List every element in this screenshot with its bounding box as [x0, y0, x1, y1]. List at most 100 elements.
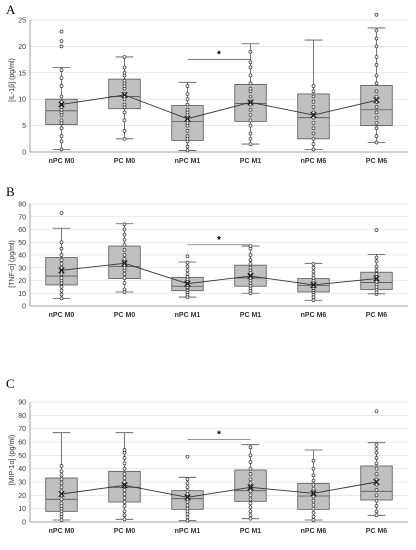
data-point	[185, 264, 190, 269]
significance-star: *	[217, 429, 221, 440]
data-point	[248, 516, 253, 521]
data-point	[248, 497, 253, 502]
data-point	[122, 488, 127, 492]
data-point	[374, 28, 379, 33]
box-pc-m6	[360, 409, 393, 518]
x-tick-label: nPC M0	[49, 528, 75, 535]
data-point	[248, 94, 253, 99]
data-point	[248, 65, 253, 70]
y-tick-label: 60	[18, 440, 26, 447]
data-point	[311, 105, 316, 109]
data-point	[59, 147, 64, 152]
data-point	[248, 142, 253, 146]
data-point	[248, 472, 253, 476]
data-point	[59, 481, 64, 486]
data-point	[59, 518, 64, 522]
x-tick-label: PC M6	[366, 312, 388, 319]
y-tick-label: 10	[18, 291, 26, 298]
data-point	[122, 272, 127, 276]
data-point	[185, 481, 190, 486]
data-point	[374, 134, 379, 139]
data-point	[311, 482, 316, 487]
data-point	[122, 492, 127, 496]
data-point	[59, 489, 64, 494]
data-point	[185, 107, 190, 112]
data-point	[59, 258, 64, 262]
data-point	[311, 269, 316, 274]
data-point	[374, 12, 379, 17]
data-point	[311, 510, 316, 515]
data-point	[185, 148, 190, 153]
y-axis-label-a: [IL-1β] (pg/ml)	[9, 58, 16, 102]
data-point	[185, 260, 190, 265]
data-point	[311, 473, 316, 478]
data-point	[374, 477, 379, 482]
y-tick-label: 80	[18, 413, 26, 420]
data-point	[248, 477, 253, 482]
data-point	[311, 126, 316, 131]
x-tick-label: nPC M6	[301, 158, 327, 165]
data-point	[374, 110, 379, 115]
x-tick-label: nPC M0	[49, 158, 75, 165]
data-point	[311, 89, 316, 94]
data-point	[374, 89, 379, 94]
data-point	[248, 136, 253, 141]
x-tick-label: PC M1	[240, 312, 262, 319]
x-tick-label: PC M0	[114, 158, 136, 165]
box-pc-m0	[108, 432, 141, 522]
data-point	[59, 94, 64, 99]
data-point	[374, 44, 379, 49]
data-point	[248, 505, 253, 510]
data-point	[59, 118, 64, 123]
data-point	[59, 134, 64, 139]
data-point	[59, 76, 64, 80]
data-point	[374, 409, 379, 414]
box-npc-m0	[45, 432, 78, 522]
data-point	[311, 110, 316, 115]
data-point	[311, 466, 316, 471]
data-point	[185, 515, 190, 520]
data-point	[59, 253, 64, 257]
data-point	[122, 253, 127, 257]
box-npc-m0	[45, 29, 78, 152]
mean-line	[61, 481, 377, 498]
data-point	[248, 49, 253, 54]
data-point	[122, 496, 127, 500]
y-tick-label: 90	[18, 400, 26, 407]
data-point	[311, 494, 316, 499]
data-point	[185, 84, 190, 88]
data-point	[59, 211, 64, 215]
data-point	[122, 287, 127, 292]
data-point	[59, 68, 64, 73]
data-point	[311, 147, 316, 152]
data-point	[122, 513, 127, 518]
x-tick-label: PC M1	[240, 158, 262, 165]
data-point	[311, 458, 316, 463]
data-point	[311, 115, 316, 120]
box-npc-m1	[171, 454, 204, 523]
data-point	[248, 123, 253, 128]
data-point	[374, 55, 379, 59]
y-tick-label: 60	[18, 227, 26, 234]
data-point	[248, 73, 253, 78]
data-point	[374, 259, 379, 264]
data-point	[122, 517, 127, 522]
data-point	[374, 126, 379, 131]
box-pc-m0	[108, 55, 141, 141]
data-point	[122, 472, 127, 476]
data-point	[122, 232, 127, 237]
data-point	[185, 477, 190, 482]
data-point	[185, 92, 190, 96]
data-point	[248, 501, 253, 506]
data-point	[374, 73, 379, 78]
x-tick-label: nPC M1	[175, 158, 201, 165]
panel-c: C [MIP-1α] (pg/ml) 0 10 20 30 40 50 60 70 80 90 nP…	[6, 376, 408, 535]
mean-line	[61, 94, 377, 120]
data-point	[185, 518, 190, 523]
y-tick-label: 0	[22, 304, 26, 311]
x-tick-label: PC M6	[366, 528, 388, 535]
data-point	[248, 118, 253, 123]
y-tick-label: 70	[18, 214, 26, 221]
data-point	[311, 265, 316, 270]
y-tick-label: 70	[18, 426, 26, 433]
